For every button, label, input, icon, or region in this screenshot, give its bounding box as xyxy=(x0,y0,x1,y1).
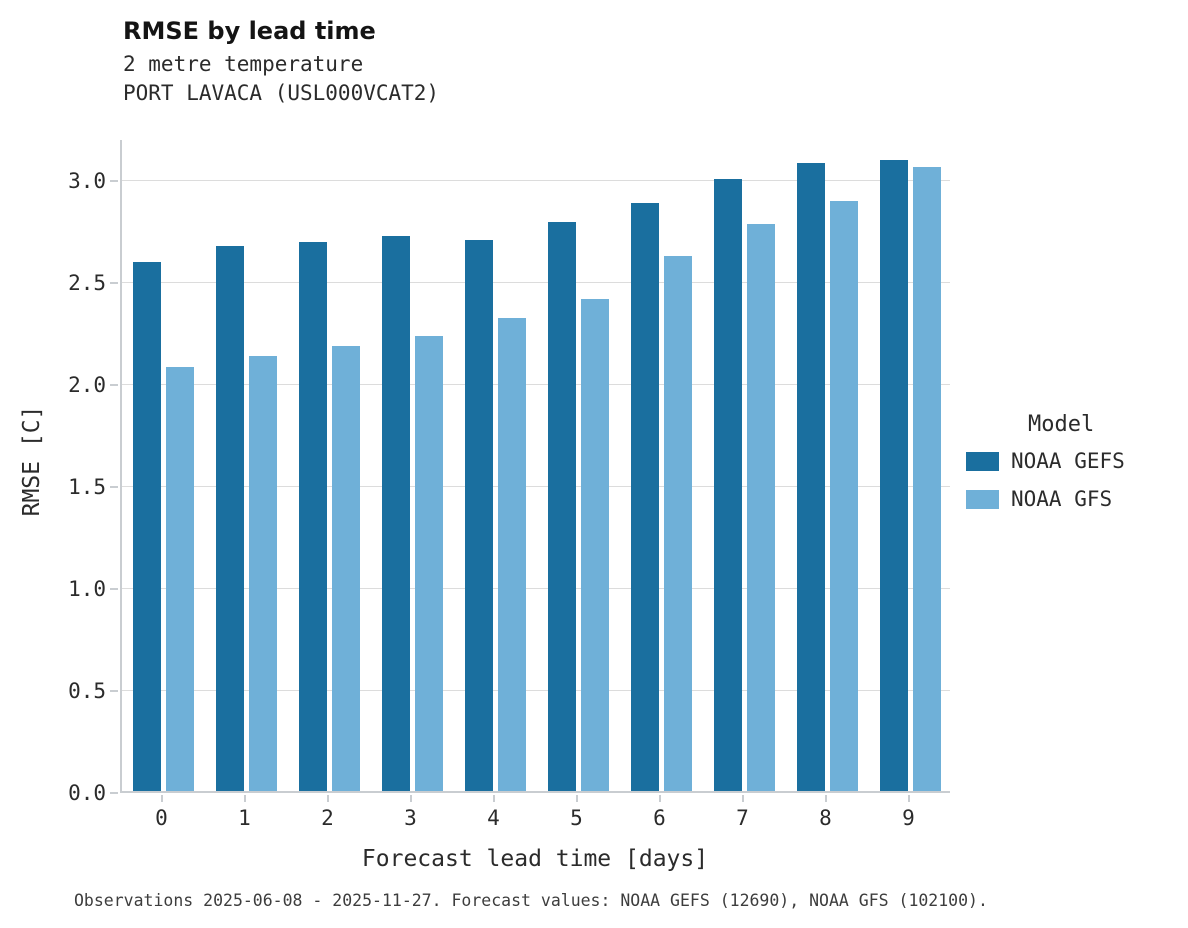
x-tick-mark xyxy=(243,795,246,802)
y-tick-label: 0.5 xyxy=(68,678,106,703)
legend-label-noaa-gfs: NOAA GFS xyxy=(1011,487,1113,511)
chart-subtitle-variable: 2 metre temperature xyxy=(123,52,364,76)
y-tick-label: 1.0 xyxy=(68,576,106,601)
bar-noaa-gefs-day-2 xyxy=(299,242,327,791)
x-axis-label: Forecast lead time [days] xyxy=(361,846,709,872)
x-tick-label: 7 xyxy=(736,806,749,830)
y-gridline xyxy=(122,384,950,386)
plot-area xyxy=(120,140,950,793)
chart-title: RMSE by lead time xyxy=(123,17,376,45)
x-tick-label: 2 xyxy=(321,806,334,830)
bar-noaa-gfs-day-4 xyxy=(498,317,526,791)
y-axis-label: RMSE [C] xyxy=(19,405,45,517)
bar-noaa-gefs-day-0 xyxy=(133,262,161,791)
bar-noaa-gfs-day-8 xyxy=(830,201,858,791)
y-gridline xyxy=(122,588,950,590)
x-tick-mark xyxy=(409,795,412,802)
bar-noaa-gefs-day-4 xyxy=(465,240,493,791)
bar-noaa-gfs-day-6 xyxy=(664,256,692,791)
legend-entry-noaa-gfs: NOAA GFS xyxy=(966,487,1181,511)
y-tick-mark xyxy=(110,485,118,488)
x-tick-label: 5 xyxy=(570,806,583,830)
legend-swatch-noaa-gfs xyxy=(966,489,999,509)
chart-subtitle-station: PORT LAVACA (USL000VCAT2) xyxy=(123,81,440,105)
y-tick-label: 3.0 xyxy=(68,168,106,193)
x-tick-mark xyxy=(907,795,910,802)
legend: Model NOAA GEFS NOAA GFS xyxy=(966,412,1181,525)
bar-noaa-gfs-day-1 xyxy=(249,356,277,791)
chart-caption: Observations 2025-06-08 - 2025-11-27. Fo… xyxy=(74,891,988,910)
y-gridline xyxy=(122,486,950,488)
y-tick-mark xyxy=(110,689,118,692)
bar-noaa-gefs-day-3 xyxy=(382,235,410,791)
x-tick-mark xyxy=(326,795,329,802)
bar-noaa-gefs-day-8 xyxy=(797,162,825,791)
y-tick-label: 0.0 xyxy=(68,781,106,805)
x-tick-label: 4 xyxy=(487,806,500,830)
x-tick-mark xyxy=(492,795,495,802)
bar-noaa-gfs-day-2 xyxy=(332,346,360,791)
legend-swatch-noaa-gefs xyxy=(966,451,999,471)
bar-noaa-gfs-day-7 xyxy=(747,223,775,791)
bar-noaa-gefs-day-1 xyxy=(216,246,244,791)
x-tick-label: 6 xyxy=(653,806,666,830)
y-gridline xyxy=(122,282,950,284)
y-gridline xyxy=(122,690,950,692)
y-tick-label: 1.5 xyxy=(68,474,106,499)
bar-noaa-gefs-day-7 xyxy=(714,178,742,791)
x-tick-label: 9 xyxy=(902,806,915,830)
bar-noaa-gfs-day-5 xyxy=(581,299,609,791)
y-tick-mark xyxy=(110,587,118,590)
x-tick-label: 8 xyxy=(819,806,832,830)
bar-noaa-gfs-day-9 xyxy=(913,166,941,791)
y-tick-mark xyxy=(110,281,118,284)
bar-noaa-gefs-day-6 xyxy=(631,203,659,791)
x-tick-mark xyxy=(658,795,661,802)
y-tick-mark xyxy=(110,383,118,386)
x-tick-label: 3 xyxy=(404,806,417,830)
y-tick-label: 2.0 xyxy=(68,372,106,397)
y-tick-mark xyxy=(110,792,118,794)
x-tick-label: 1 xyxy=(238,806,251,830)
legend-entry-noaa-gefs: NOAA GEFS xyxy=(966,449,1181,473)
bar-noaa-gfs-day-0 xyxy=(166,366,194,791)
bar-noaa-gefs-day-9 xyxy=(880,160,908,791)
x-tick-mark xyxy=(160,795,163,802)
y-gridline xyxy=(122,180,950,182)
x-tick-mark xyxy=(741,795,744,802)
bar-noaa-gefs-day-5 xyxy=(548,221,576,791)
legend-title: Model xyxy=(1028,412,1095,437)
bar-noaa-gfs-day-3 xyxy=(415,335,443,791)
x-tick-mark xyxy=(575,795,578,802)
y-tick-mark xyxy=(110,179,118,182)
legend-label-noaa-gefs: NOAA GEFS xyxy=(1011,449,1125,473)
x-tick-mark xyxy=(824,795,827,802)
x-tick-label: 0 xyxy=(155,806,168,830)
y-tick-label: 2.5 xyxy=(68,270,106,295)
